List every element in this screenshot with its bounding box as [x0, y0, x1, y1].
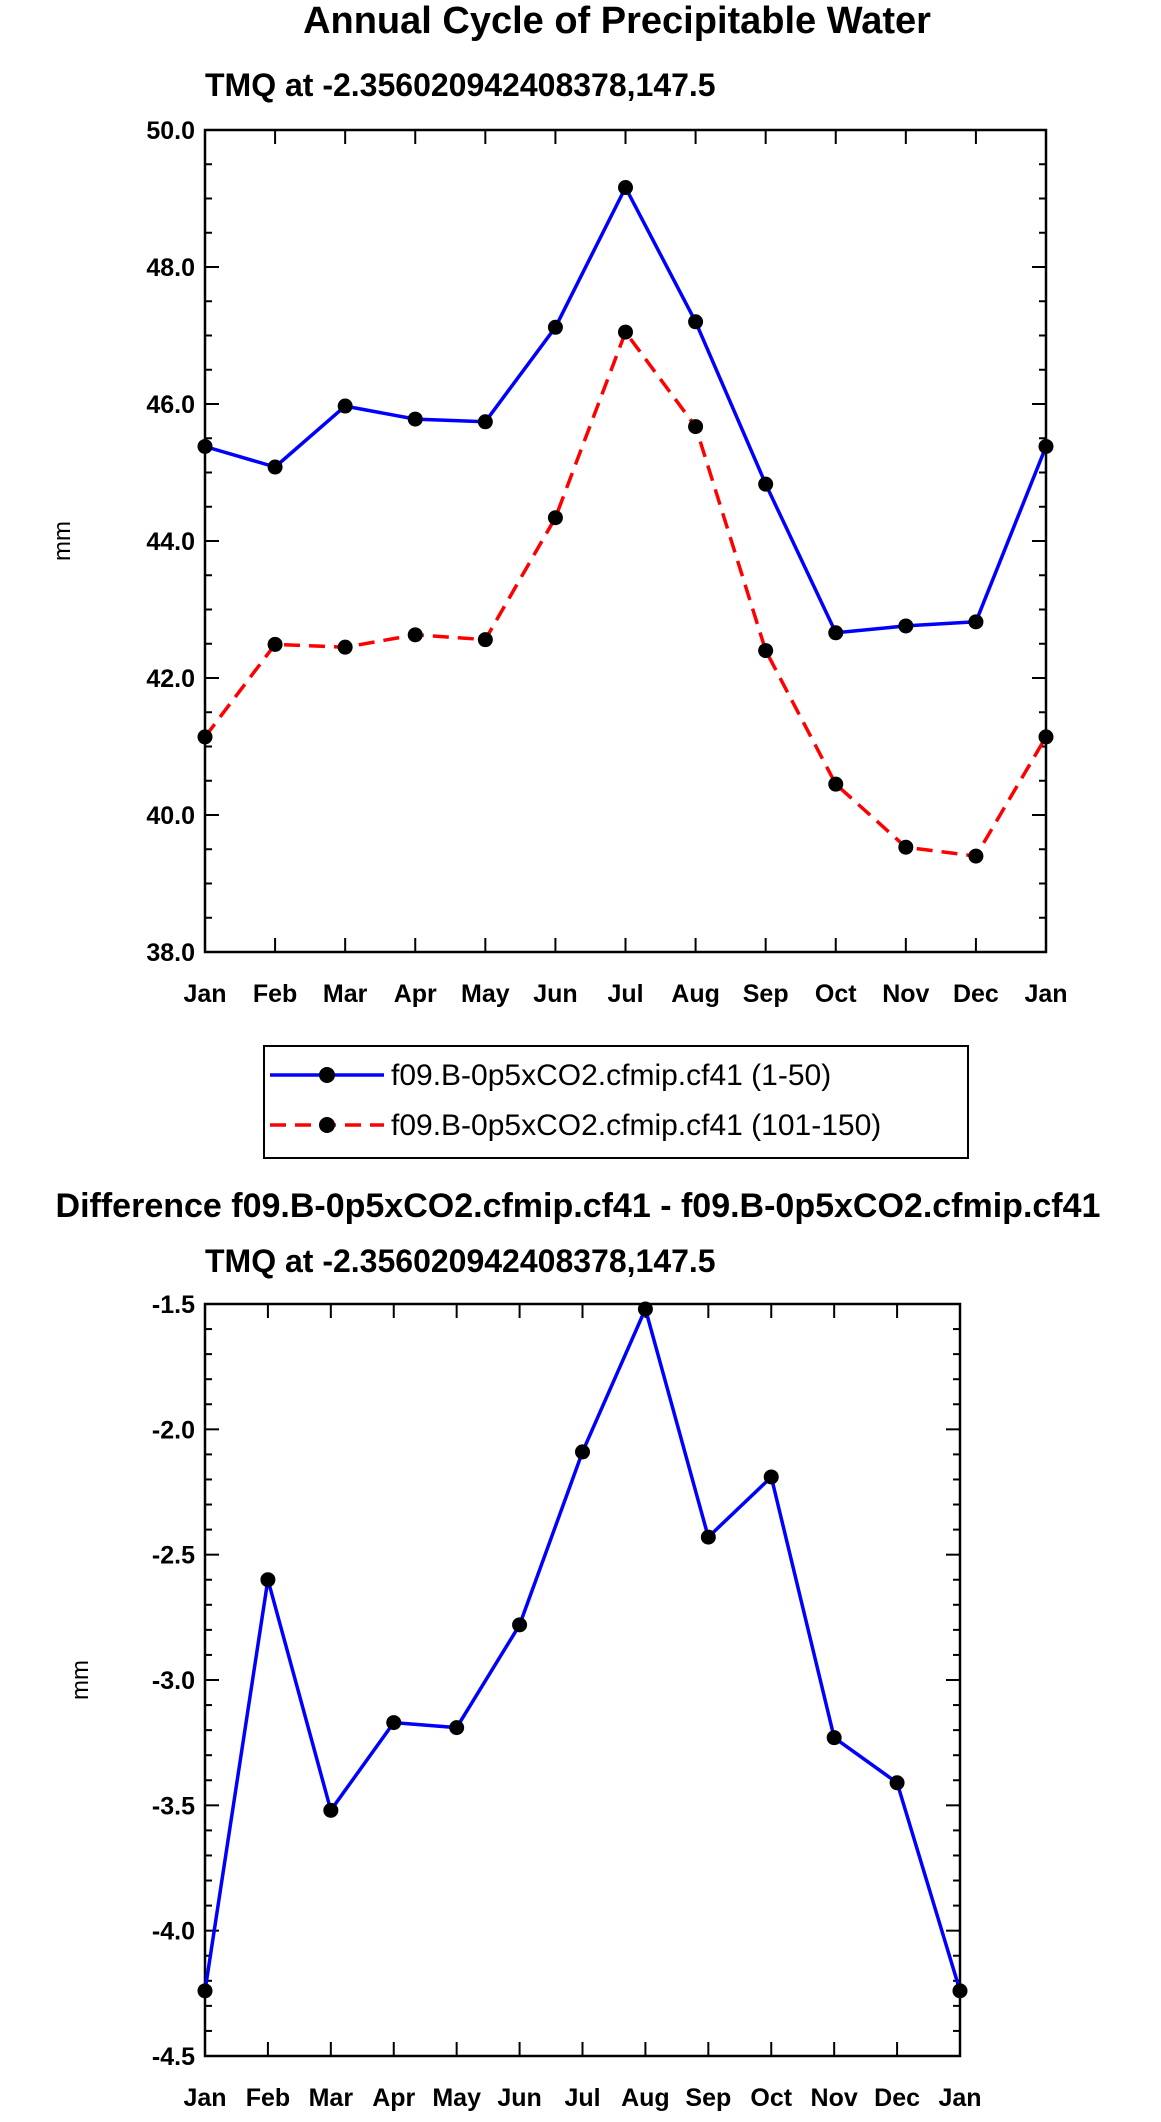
chart1-series-1-point	[477, 414, 493, 430]
chart1-series-1-point	[828, 625, 844, 641]
chart1-series-1-line	[204, 185, 1048, 635]
legend-box	[263, 1045, 969, 1159]
chart2-ytick-label: -4.0	[152, 1918, 195, 1946]
legend-marker-series-2	[319, 1117, 335, 1133]
chart1-series-2-point	[267, 636, 283, 652]
legend-label-series-1: f09.B-0p5xCO2.cfmip.cf41 (1-50)	[391, 1059, 831, 1092]
chart1-series-1-point	[758, 476, 774, 492]
chart1-legend: f09.B-0p5xCO2.cfmip.cf41 (1-50) f09.B-0p…	[263, 1045, 969, 1159]
chart2-series-1-point	[449, 1720, 465, 1736]
chart1-xtick-label: Jan	[183, 980, 226, 1008]
chart2-title: Difference f09.B-0p5xCO2.cfmip.cf41 - f0…	[56, 1187, 1101, 1225]
chart1-ytick-label: 46.0	[146, 391, 195, 419]
chart2-xtick-label: Aug	[621, 2084, 670, 2112]
chart1-series-1-point	[267, 459, 283, 475]
chart1-series-2-point	[1038, 729, 1054, 745]
chart2-ytick-label: -3.5	[152, 1792, 195, 1820]
chart2-series-1-point	[637, 1301, 653, 1317]
chart2-ytick-label: -2.5	[152, 1542, 195, 1570]
chart2-frame	[203, 1302, 962, 2058]
chart1-subtitle: TMQ at -2.356020942408378,147.5	[205, 67, 716, 103]
chart1-ytick-label: 44.0	[146, 528, 195, 556]
chart2-subtitle: TMQ at -2.356020942408378,147.5	[205, 1243, 716, 1279]
chart1-series-2-point	[968, 848, 984, 864]
chart2-ytick-label: -2.0	[152, 1416, 195, 1444]
chart1-series-2-line	[203, 330, 1048, 858]
chart1-series-1-point	[337, 398, 353, 414]
legend-marker-series-1	[319, 1067, 335, 1083]
chart2-series-1-line	[203, 1307, 962, 1992]
chart1-series-2-point	[197, 729, 213, 745]
chart2-xtick-label: Feb	[246, 2084, 290, 2112]
chart1-xtick-label: Dec	[953, 980, 999, 1008]
chart2-series-1-point	[260, 1572, 276, 1588]
chart2-xtick-label: Jun	[497, 2084, 541, 2112]
chart1-xtick-label: Jun	[533, 980, 577, 1008]
chart2-plot-area: -4.5 -4.0 -3.5 -3.0 -2.5 -2.0 -1.5 Jan Feb Mar Apr…	[67, 1291, 982, 2112]
chart1-series-2-point	[688, 419, 704, 435]
chart1-ylabel: mm	[49, 521, 76, 561]
chart2-xtick-label: Mar	[309, 2084, 354, 2112]
chart2-ytick-label: -3.0	[152, 1667, 195, 1695]
chart1-ytick-label: 50.0	[146, 117, 195, 145]
chart1-plot-area: 38.0 40.0 42.0 44.0 46.0 48.0 50.0 Jan Feb Mar Apr…	[49, 117, 1068, 1008]
chart1-xtick-label: Sep	[743, 980, 789, 1008]
chart2-xtick-label: Jan	[183, 2084, 226, 2112]
chart1-series-1-point	[1038, 438, 1054, 454]
chart2-ytick-label: -4.5	[152, 2043, 195, 2071]
chart2-series-1-point	[575, 1444, 590, 1460]
chart2-series-1-point	[763, 1469, 779, 1485]
chart1-xtick-label: Jul	[607, 980, 643, 1008]
chart2-series-1-point	[323, 1802, 339, 1818]
chart2-xtick-label: Jan	[938, 2084, 981, 2112]
chart1-series-2-point	[828, 776, 844, 792]
chart2-series-1-point	[197, 1983, 213, 1999]
chart1-series-2-point	[337, 639, 353, 655]
chart1-xtick-label: Apr	[394, 980, 437, 1008]
chart2-xtick-label: Sep	[685, 2084, 731, 2112]
chart1-series-2-point	[898, 839, 914, 855]
chart2-ytick-label: -1.5	[152, 1291, 195, 1319]
chart1-series-1-point	[407, 411, 423, 427]
chart1-title: Annual Cycle of Precipitable Water	[303, 0, 931, 42]
chart1-series-1-point	[898, 618, 914, 634]
chart1-series-1-point	[618, 180, 633, 196]
chart1-series-2-point	[547, 510, 563, 526]
chart2-ylabel: mm	[67, 1660, 94, 1700]
chart2-series-1-point	[700, 1529, 716, 1545]
chart2-xtick-label: Jul	[564, 2084, 600, 2112]
chart1-series-2-point	[407, 627, 423, 643]
chart2-xtick-label: Nov	[811, 2084, 858, 2112]
chart1-ytick-label: 40.0	[146, 802, 195, 830]
chart2-xtick-label: Apr	[372, 2084, 415, 2112]
chart2-series-1-point	[512, 1617, 528, 1633]
chart2-series-1-point	[386, 1715, 402, 1731]
chart1-ytick-label: 38.0	[146, 939, 195, 967]
chart1-xtick-label: May	[461, 980, 510, 1008]
chart1-series-1-point	[197, 438, 213, 454]
chart1-frame	[203, 128, 1048, 954]
chart1-xtick-label: Jan	[1024, 980, 1067, 1008]
chart1-ytick-label: 48.0	[146, 254, 195, 282]
chart1-series-1-point	[547, 319, 563, 335]
chart1-ytick-label: 42.0	[146, 665, 195, 693]
chart2-xtick-label: May	[432, 2084, 481, 2112]
chart1-xtick-label: Mar	[323, 980, 368, 1008]
chart2-series-1-point	[889, 1775, 905, 1791]
chart2-xtick-label: Dec	[874, 2084, 920, 2112]
chart1-series-1-point	[968, 614, 984, 630]
chart1-xtick-label: Nov	[882, 980, 929, 1008]
chart1-series-2-point	[618, 324, 633, 340]
chart1-series-1-point	[688, 314, 704, 330]
chart2-xtick-label: Oct	[750, 2084, 792, 2112]
chart1-xtick-label: Feb	[253, 980, 297, 1008]
chart2-series-1-point	[826, 1730, 842, 1746]
chart1-series-2-point	[477, 632, 493, 648]
chart1-series-2-point	[758, 643, 774, 659]
chart1-xtick-label: Oct	[815, 980, 857, 1008]
legend-label-series-2: f09.B-0p5xCO2.cfmip.cf41 (101-150)	[391, 1109, 881, 1142]
chart2-series-1-point	[952, 1983, 968, 1999]
chart1-xtick-label: Aug	[671, 980, 720, 1008]
